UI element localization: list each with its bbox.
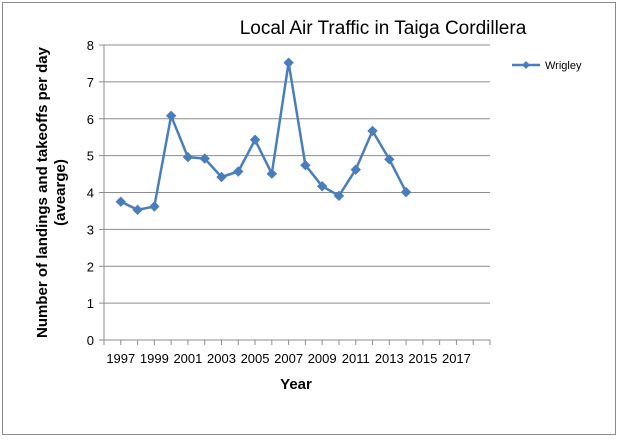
y-tick-label: 4 bbox=[87, 186, 94, 201]
data-point bbox=[199, 153, 210, 164]
series-group bbox=[115, 57, 412, 216]
x-tick-label: 2011 bbox=[342, 351, 370, 366]
data-point bbox=[266, 168, 278, 179]
y-axis-title-text: Number of landings and takeoffs per day(… bbox=[34, 46, 69, 338]
y-tick-label: 2 bbox=[87, 259, 94, 274]
data-point bbox=[233, 166, 244, 177]
data-point bbox=[367, 125, 378, 137]
data-point bbox=[333, 190, 345, 202]
x-tick-label: 2005 bbox=[241, 351, 270, 366]
x-tick-labels: 1997 1999 2001 2003 2005 2007 2009 2011 2013 2015… bbox=[106, 351, 471, 366]
data-point bbox=[300, 160, 311, 171]
x-tick-label: 2013 bbox=[375, 351, 404, 366]
x-tick-label: 1997 bbox=[106, 351, 135, 366]
data-point bbox=[115, 196, 126, 207]
x-tick-label: 2001 bbox=[173, 351, 202, 366]
x-tick-label: 2007 bbox=[274, 351, 303, 366]
data-point bbox=[216, 171, 227, 183]
data-point bbox=[283, 57, 294, 68]
x-axis-title: Year bbox=[280, 376, 312, 393]
chart-title: Local Air Traffic in Taiga Cordillera bbox=[240, 18, 527, 39]
data-point bbox=[384, 154, 395, 165]
legend-marker bbox=[522, 61, 530, 69]
x-tick-label: 1999 bbox=[140, 351, 169, 366]
y-tick-label: 6 bbox=[87, 112, 94, 127]
y-tick-label: 0 bbox=[87, 333, 94, 348]
data-point bbox=[249, 134, 261, 145]
legend-label: Wrigley bbox=[545, 60, 582, 72]
y-tick-label: 8 bbox=[87, 38, 94, 53]
data-point bbox=[149, 201, 160, 212]
y-tick-label: 3 bbox=[87, 222, 94, 237]
gridlines bbox=[104, 44, 490, 304]
y-tick-label: 5 bbox=[87, 149, 94, 164]
x-tick-label: 2017 bbox=[442, 351, 471, 366]
series-line-wrigley bbox=[120, 61, 408, 212]
y-axis-title: Number of landings and takeoffs per day(… bbox=[34, 46, 69, 338]
x-tick-label: 2009 bbox=[308, 351, 337, 366]
y-tick-labels: 0 1 2 3 4 5 6 7 8 bbox=[87, 38, 94, 348]
data-point bbox=[350, 164, 361, 175]
data-point bbox=[316, 181, 328, 192]
data-point bbox=[182, 151, 194, 163]
data-point bbox=[132, 204, 143, 216]
axes bbox=[99, 44, 491, 345]
x-tick-label: 2003 bbox=[207, 351, 236, 366]
data-point bbox=[165, 110, 177, 122]
x-tick-label: 2015 bbox=[408, 351, 437, 366]
y-tick-label: 7 bbox=[87, 75, 94, 90]
data-point bbox=[400, 186, 412, 198]
legend: Wrigley bbox=[512, 60, 582, 72]
y-tick-label: 1 bbox=[87, 296, 94, 311]
